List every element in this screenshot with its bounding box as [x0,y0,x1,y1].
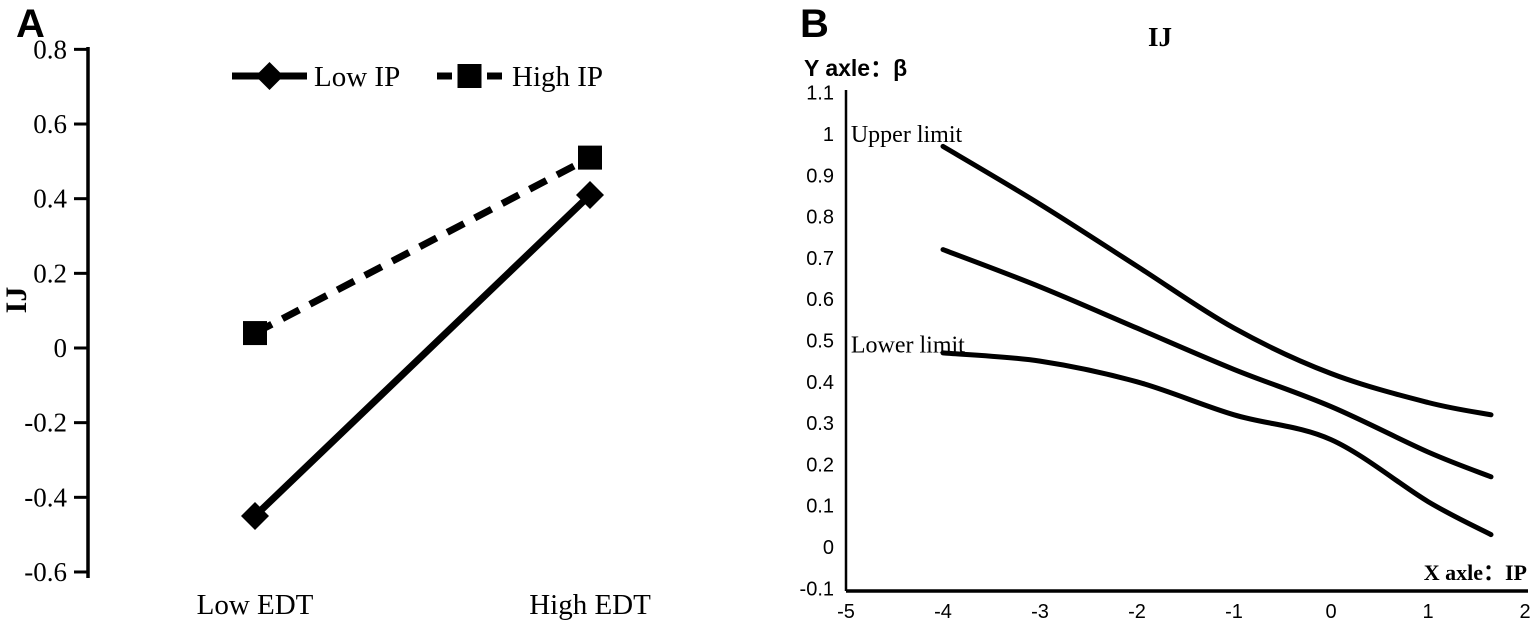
series-curve-estimate [940,247,1494,480]
x-category-label-high-edt: High EDT [529,589,651,621]
y-axis-title: Y axle：β [804,55,907,81]
panel-b-chart: 1.1 1 0.9 0.8 0.7 0.6 0.5 0.4 0.3 0.2 0.1 0 -0.1-5 -4… [800,22,1531,623]
y-axis-tick-label: 0 [823,537,834,559]
legend-label-high-ip: High IP [512,61,603,93]
y-axis-tick-label: -0.4 [24,482,67,512]
x-axis-tick-label: -3 [1031,601,1049,623]
x-axis-tick-label: 2 [1519,601,1530,623]
panel-a-chart: 0.8 0.6 0.4 0.2 0 -0.2 -0.4 -0.6 IJ Low EDT High E… [0,34,651,621]
panel-b-label: B [800,2,829,46]
y-axis-tick-label: 0.6 [806,289,834,311]
x-axis-tick-label: -4 [934,601,952,623]
series-curve-lower-limit [940,350,1494,538]
x-axis-tick-label: -2 [1128,601,1146,623]
x-category-label-low-edt: Low EDT [197,589,314,621]
series-line-low-ip [252,192,593,519]
y-axis-tick-label: 0 [54,333,68,363]
y-axis-tick-label: -0.6 [24,557,67,587]
y-axis-tick-label: 0.1 [806,496,834,518]
y-axis-tick-label: 0.7 [806,248,834,270]
x-axis-title: X axle：IP [1424,560,1527,585]
x-axis-tick-label: 0 [1325,601,1336,623]
y-axis-tick-label: 0.4 [33,184,67,214]
y-axis-title: IJ [0,287,33,314]
annotation-upper-limit: Upper limit [851,122,963,148]
chart-title: IJ [1148,22,1172,52]
y-axis-tick-label: 0.8 [33,34,67,64]
y-axis-tick-label: 1.1 [806,83,834,105]
series-line-high-ip [253,154,592,337]
marker-diamond-low-ip [241,501,269,530]
y-axis-tick-label: 0.8 [806,207,834,229]
marker-square-legend-high-ip [457,64,482,88]
y-axis-tick-label: 0.2 [806,454,834,476]
y-axis-tick-label: 0.9 [806,165,834,187]
y-axis-tick-label: 0.6 [33,109,67,139]
panel-a-label: A [16,2,45,46]
marker-diamond-low-ip [576,180,604,209]
y-axis-tick-label: -0.1 [800,578,834,600]
y-axis-tick-label: -0.2 [24,408,67,438]
x-axis-tick-label: 1 [1422,601,1433,623]
marker-diamond-legend-low-ip [255,62,284,90]
y-axis-tick-label: 0.5 [806,331,834,353]
y-axis-tick-label: 0.4 [806,372,834,394]
y-axis-tick-label: 0.3 [806,413,834,435]
marker-square-high-ip [578,145,602,170]
legend-label-low-ip: Low IP [314,61,400,93]
y-axis-tick-label: 1 [823,124,834,146]
series-curve-upper-limit [940,143,1494,418]
y-axis-tick-label: 0.2 [33,258,67,288]
x-axis-tick-label: -1 [1225,601,1243,623]
x-axis-tick-label: -5 [837,601,855,623]
marker-square-high-ip [243,321,267,346]
